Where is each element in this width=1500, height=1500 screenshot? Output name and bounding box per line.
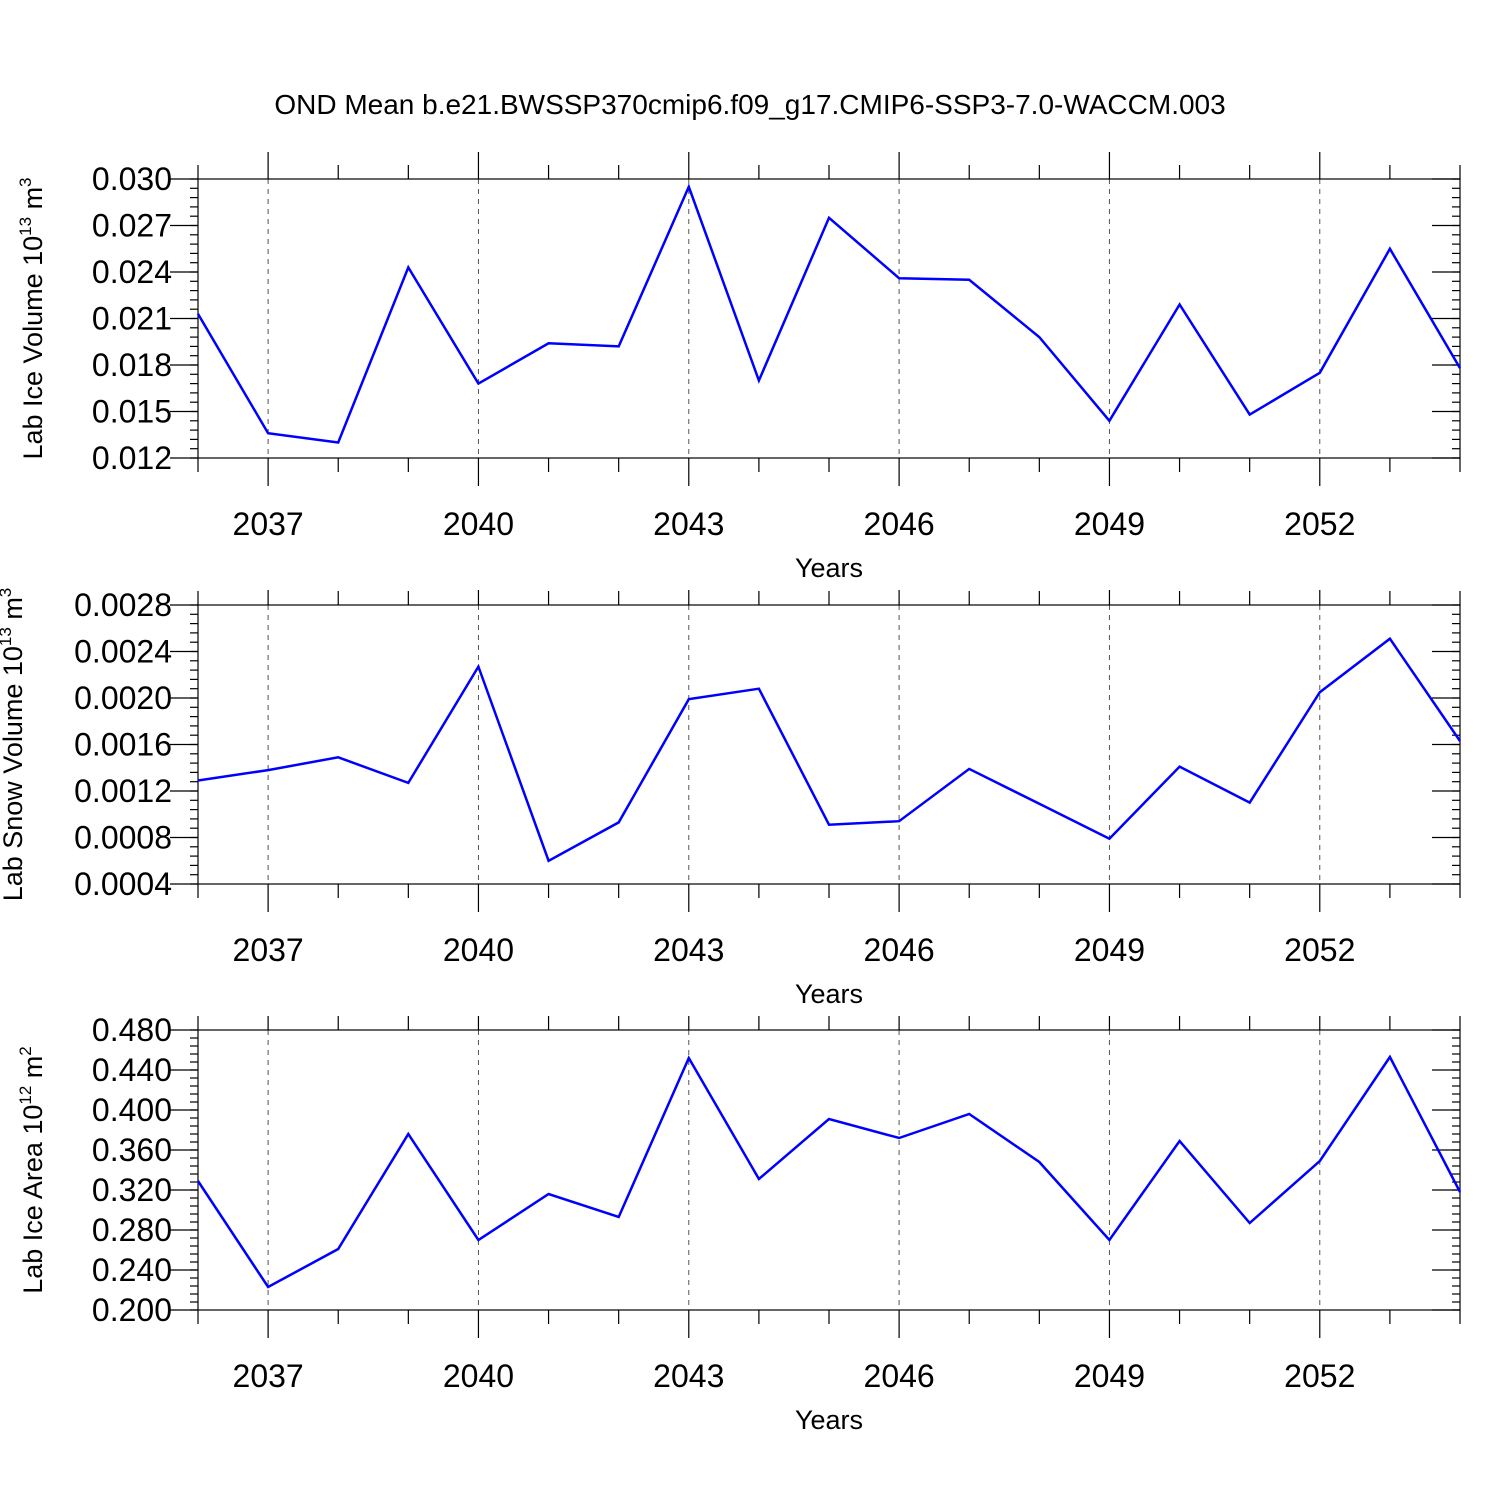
y-tick-label: 0.0028 — [74, 587, 172, 623]
x-tick-label: 2052 — [1284, 506, 1355, 542]
y-tick-label: 0.0004 — [74, 866, 172, 902]
x-axis-title: Years — [795, 553, 863, 583]
x-tick-label: 2043 — [653, 506, 724, 542]
y-tick-label: 0.015 — [92, 394, 172, 430]
series-line — [197, 636, 1462, 863]
y-tick-label: 0.021 — [92, 301, 172, 337]
y-tick-label: 0.280 — [92, 1212, 172, 1248]
y-tick-label: 0.0016 — [74, 727, 172, 763]
y-tick-label: 0.0012 — [74, 773, 172, 809]
y-tick-label: 0.0020 — [74, 680, 172, 716]
y-tick-label: 0.024 — [92, 254, 172, 290]
x-tick-label: 2040 — [443, 506, 514, 542]
figure-title: OND Mean b.e21.BWSSP370cmip6.f09_g17.CMI… — [274, 89, 1225, 120]
x-tick-label: 2049 — [1074, 932, 1145, 968]
y-tick-label: 0.0008 — [74, 820, 172, 856]
plot-frame — [197, 604, 1461, 885]
y-tick-label: 0.360 — [92, 1132, 172, 1168]
x-tick-label: 2040 — [443, 932, 514, 968]
y-tick-label: 0.480 — [92, 1012, 172, 1048]
x-axis-title: Years — [795, 1405, 863, 1435]
series-line — [196, 183, 1462, 444]
y-axis-title: Lab Ice Area 1012 m2 — [16, 1046, 48, 1294]
x-tick-label: 2052 — [1284, 1358, 1355, 1394]
x-tick-label: 2049 — [1074, 1358, 1145, 1394]
y-tick-label: 0.0024 — [74, 634, 172, 670]
y-axis-title: Lab Ice Volume 1013 m3 — [16, 177, 48, 459]
x-tick-label: 2043 — [653, 932, 724, 968]
x-tick-label: 2046 — [864, 506, 935, 542]
y-tick-label: 0.018 — [92, 347, 172, 383]
x-tick-label: 2043 — [653, 1358, 724, 1394]
x-tick-label: 2046 — [864, 932, 935, 968]
y-tick-label: 0.200 — [92, 1292, 172, 1328]
y-tick-label: 0.012 — [92, 440, 172, 476]
panel-3: 0.200 0.240 0.280 0.320 0.360 0.400 0.440 0.480… — [16, 1012, 1462, 1435]
x-tick-label: 2040 — [443, 1358, 514, 1394]
x-tick-label: 2037 — [233, 932, 304, 968]
y-tick-label: 0.320 — [92, 1172, 172, 1208]
y-axis-title: Lab Snow Volume 1013 m3 — [0, 588, 28, 902]
x-tick-label: 2037 — [233, 506, 304, 542]
x-tick-label: 2037 — [233, 1358, 304, 1394]
y-tick-label: 0.030 — [92, 161, 172, 197]
y-tick-label: 0.027 — [92, 208, 172, 244]
x-tick-label: 2052 — [1284, 932, 1355, 968]
y-tick-label: 0.440 — [92, 1052, 172, 1088]
panel-1: 0.012 0.015 0.018 0.021 0.024 0.027 0.030 2037 2… — [16, 152, 1462, 583]
y-tick-label: 0.400 — [92, 1092, 172, 1128]
x-tick-label: 2046 — [864, 1358, 935, 1394]
series-line — [196, 1054, 1462, 1289]
y-tick-label: 0.240 — [92, 1252, 172, 1288]
x-tick-label: 2049 — [1074, 506, 1145, 542]
x-axis-title: Years — [795, 979, 863, 1009]
panel-2: 0.0004 0.0008 0.0012 0.0016 0.0020 0.0024 0.00… — [0, 587, 1462, 1009]
